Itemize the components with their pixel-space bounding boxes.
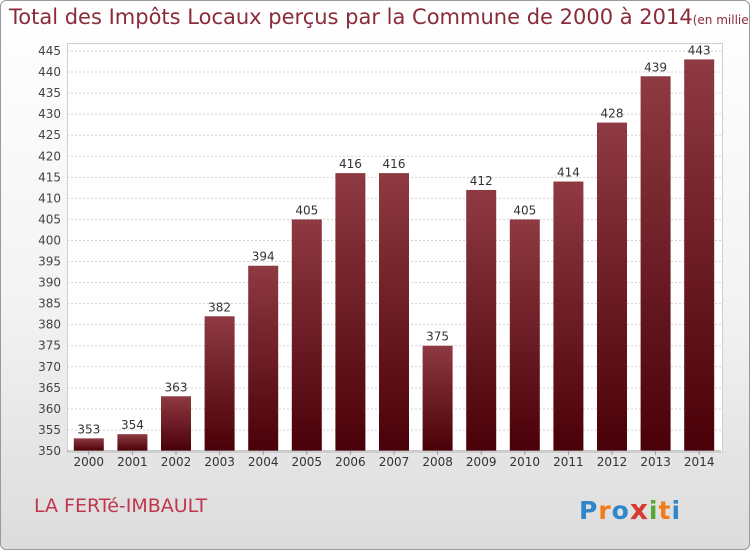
x-tick-label-2004: 2004: [248, 455, 279, 469]
value-label-2013: 439: [644, 60, 667, 74]
bar-2006: [335, 173, 366, 451]
value-label-2000: 353: [77, 422, 100, 436]
logo-letter: x: [629, 493, 649, 526]
bar-2014: [684, 59, 715, 451]
value-label-2008: 375: [426, 330, 449, 344]
x-tick-label-2005: 2005: [292, 455, 323, 469]
y-tick-label: 435: [38, 86, 61, 100]
bar-2013: [640, 76, 671, 452]
bar-2010: [509, 219, 540, 451]
y-tick-label: 360: [38, 402, 61, 416]
value-label-2009: 412: [470, 174, 493, 188]
value-label-2014: 443: [688, 43, 711, 57]
y-tick-label: 430: [38, 107, 61, 121]
bar-2005: [291, 219, 322, 451]
x-tick-label-2003: 2003: [204, 455, 235, 469]
logo-letter: i: [648, 496, 659, 525]
y-tick-label: 415: [38, 170, 61, 184]
y-tick-label: 405: [38, 212, 61, 226]
y-tick-label: 365: [38, 381, 61, 395]
bar-2003: [204, 316, 235, 451]
value-label-2010: 405: [513, 203, 536, 217]
commune-name: LA FERTé-IMBAULT: [34, 495, 208, 517]
y-tick-label: 400: [38, 233, 61, 247]
x-tick-label-2010: 2010: [510, 455, 541, 469]
x-tick-label-2012: 2012: [597, 455, 628, 469]
y-tick-label: 375: [38, 339, 61, 353]
y-tick-label: 420: [38, 149, 61, 163]
y-tick-label: 370: [38, 360, 61, 374]
bar-2000: [73, 438, 104, 451]
value-label-2004: 394: [252, 250, 275, 264]
logo-letter: r: [598, 496, 612, 525]
unit-label: (en milliers d'€): [692, 13, 749, 27]
bar-2004: [248, 265, 279, 451]
y-tick-label: 380: [38, 318, 61, 332]
y-tick-label: 350: [38, 444, 61, 458]
x-tick-label-2007: 2007: [379, 455, 410, 469]
value-label-2012: 428: [601, 107, 624, 121]
chart-title: Total des Impôts Locaux perçus par la Co…: [9, 5, 749, 29]
proxiti-logo[interactable]: Proxiti: [579, 493, 681, 526]
x-tick-label-2008: 2008: [422, 455, 453, 469]
bar-2011: [553, 181, 584, 452]
y-tick-label: 390: [38, 276, 61, 290]
x-tick-label-2002: 2002: [161, 455, 192, 469]
value-label-2005: 405: [295, 203, 318, 217]
x-tick-label-2001: 2001: [117, 455, 148, 469]
logo-letter: P: [579, 496, 599, 525]
chart-title-text: Total des Impôts Locaux perçus par la Co…: [9, 5, 693, 29]
y-tick-label: 410: [38, 191, 61, 205]
bar-2002: [161, 396, 191, 451]
y-tick-label: 445: [38, 44, 61, 58]
bar-2012: [597, 122, 627, 451]
bar-2007: [379, 173, 409, 451]
logo-letter: o: [611, 496, 630, 525]
value-label-2002: 363: [165, 380, 188, 394]
bar-2009: [466, 189, 497, 451]
bar-2001: [117, 434, 148, 451]
y-tick-label: 355: [38, 423, 61, 437]
logo-letter: i: [671, 496, 682, 525]
y-tick-label: 440: [38, 65, 61, 79]
value-label-2006: 416: [339, 157, 362, 171]
x-tick-label-2014: 2014: [684, 455, 715, 469]
x-tick-label-2000: 2000: [74, 455, 105, 469]
value-label-2001: 354: [121, 418, 144, 432]
value-label-2007: 416: [383, 157, 406, 171]
logo-letter: t: [658, 496, 672, 525]
x-tick-label-2011: 2011: [553, 455, 584, 469]
bar-2008: [422, 345, 453, 451]
y-tick-label: 425: [38, 128, 61, 142]
y-tick-label: 395: [38, 255, 61, 269]
value-label-2003: 382: [208, 300, 231, 314]
x-tick-label-2013: 2013: [640, 455, 671, 469]
y-tick-label: 385: [38, 297, 61, 311]
x-tick-label-2009: 2009: [466, 455, 497, 469]
value-label-2011: 414: [557, 166, 580, 180]
x-tick-label-2006: 2006: [335, 455, 366, 469]
